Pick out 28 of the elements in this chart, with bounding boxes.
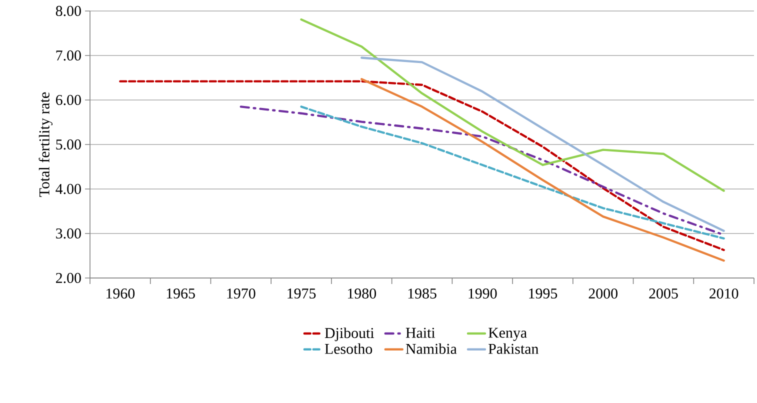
line-series xyxy=(300,18,725,192)
x-tick-label: 1975 xyxy=(288,288,316,299)
y-tick-label: 3.00 xyxy=(56,228,81,239)
y-tick-label: 7.00 xyxy=(56,50,81,61)
legend-label: Djibouti xyxy=(324,328,374,342)
legend-label: Haiti xyxy=(406,328,436,338)
y-tick-label: 8.00 xyxy=(56,6,81,16)
x-tick-label: 1960 xyxy=(106,288,135,299)
x-tick-label: 1985 xyxy=(408,288,436,299)
line-series xyxy=(360,78,725,262)
legend-label: Lesotho xyxy=(324,343,372,354)
legend-label: Kenya xyxy=(488,328,527,341)
legend-label: Namibia xyxy=(406,343,457,354)
x-tick-label: 1965 xyxy=(166,288,195,299)
x-tick-label: 2010 xyxy=(710,288,738,299)
y-tick-label: 4.00 xyxy=(56,184,81,194)
y-tick-label: 6.00 xyxy=(56,94,81,106)
y-tick-label: 2.00 xyxy=(56,272,81,284)
y-tick-label: 5.00 xyxy=(56,139,81,150)
x-tick-label: 1995 xyxy=(529,288,558,299)
x-tick-label: 1980 xyxy=(348,288,376,299)
x-tick-label: 2000 xyxy=(588,288,618,299)
x-tick-label: 1970 xyxy=(227,288,256,299)
x-tick-label: 2005 xyxy=(649,288,678,299)
x-tick-label: 1990 xyxy=(468,288,497,299)
line-series xyxy=(360,56,725,232)
y-axis-title: Total fertility rate xyxy=(38,92,52,197)
legend-label: Pakistan xyxy=(488,343,538,354)
